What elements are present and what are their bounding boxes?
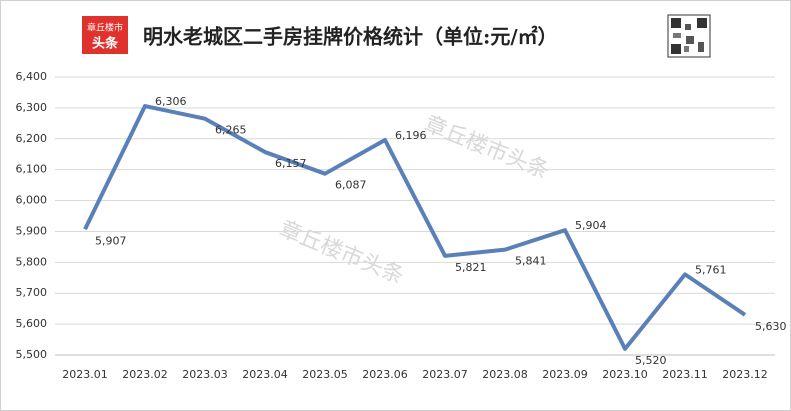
x-tick-label: 2023.10 [602,368,648,381]
x-tick-label: 2023.02 [122,368,168,381]
data-label: 6,157 [275,157,307,170]
x-tick-label: 2023.03 [182,368,228,381]
qr-code [667,14,711,58]
y-tick-label: 5,800 [16,255,48,268]
data-label: 6,087 [335,179,367,192]
x-tick-label: 2023.07 [422,368,468,381]
y-tick-label: 5,600 [16,317,48,330]
data-label: 6,196 [395,129,427,142]
x-tick-label: 2023.04 [242,368,288,381]
data-label: 5,821 [455,261,487,274]
data-label: 6,265 [215,124,247,137]
x-tick-label: 2023.09 [542,368,588,381]
chart-title: 明水老城区二手房挂牌价格统计（单位:元/㎡） [143,25,558,49]
x-tick-label: 2023.01 [62,368,108,381]
data-label: 5,520 [635,354,667,367]
y-tick-label: 5,900 [16,224,48,237]
data-label: 5,761 [695,263,727,276]
x-tick-label: 2023.08 [482,368,528,381]
logo [82,16,128,54]
y-tick-label: 6,300 [16,101,48,114]
x-tick-label: 2023.05 [302,368,348,381]
data-label: 6,306 [155,95,187,108]
x-tick-label: 2023.06 [362,368,408,381]
y-tick-label: 5,700 [16,286,48,299]
logo-text: 头条 [92,36,119,52]
data-label: 5,841 [515,255,547,268]
y-tick-label: 6,000 [16,194,48,207]
y-tick-label: 5,500 [16,348,48,361]
x-tick-label: 2023.12 [722,368,768,381]
y-tick-label: 6,200 [16,132,48,145]
y-tick-label: 6,100 [16,163,48,176]
x-tick-label: 2023.11 [662,368,708,381]
data-line [83,104,747,351]
logo-text: 章丘楼市 [87,22,123,34]
data-label: 5,904 [575,219,607,232]
y-tick-label: 6,400 [16,70,48,83]
data-label: 5,907 [95,234,127,247]
data-label: 5,630 [755,320,787,333]
